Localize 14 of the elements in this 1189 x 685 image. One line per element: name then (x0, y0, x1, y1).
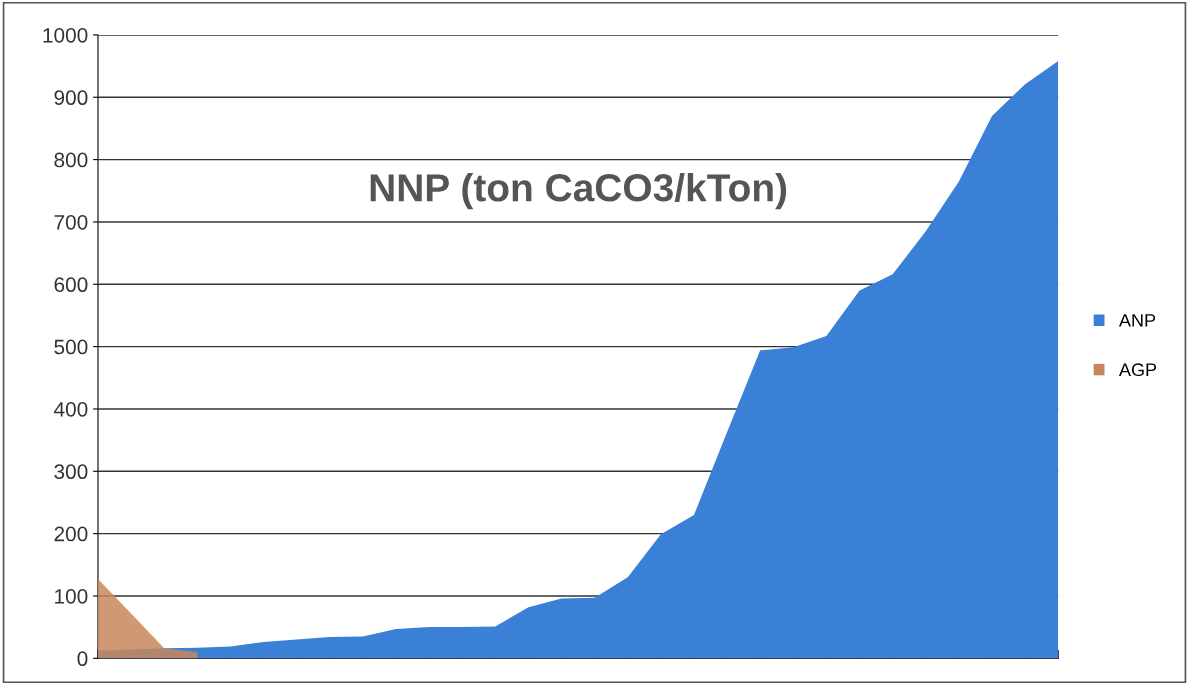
y-tick-label: 300 (54, 464, 88, 480)
y-tick-label: 0 (77, 651, 88, 667)
y-tick-label: 600 (54, 277, 88, 293)
y-tick-label: 500 (54, 339, 88, 355)
text: NNP (ton CaCO3/kTon) (370, 172, 787, 210)
y-tick-label: 1000 (43, 27, 88, 43)
y-tick-label: 200 (54, 526, 88, 542)
y-tick-label: 900 (54, 90, 88, 106)
y-tick-label: 400 (53, 401, 88, 417)
y-tick-label: 100 (55, 588, 88, 604)
y-tick-label: 800 (54, 152, 88, 168)
legend-label: AGP (1118, 363, 1157, 377)
legend-label: ANP (1118, 314, 1156, 327)
y-tick-label: 700 (54, 214, 88, 230)
